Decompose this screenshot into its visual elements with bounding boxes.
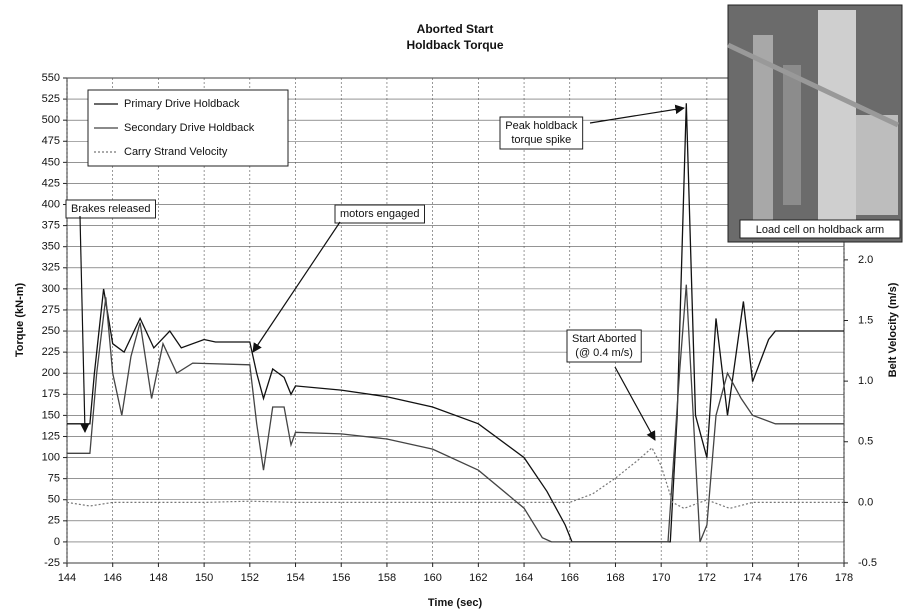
- x-tick-label: 176: [789, 572, 807, 584]
- y-tick-label: 325: [42, 262, 60, 274]
- y2-axis-label: Belt Velocity (m/s): [887, 282, 899, 377]
- y-tick-label: 75: [48, 473, 60, 485]
- y-tick-label: 550: [42, 72, 60, 84]
- y-tick-label: 475: [42, 135, 60, 147]
- x-tick-label: 150: [195, 572, 213, 584]
- y-tick-label: -25: [44, 557, 60, 569]
- x-tick-label: 160: [423, 572, 441, 584]
- legend-label: Primary Drive Holdback: [124, 98, 240, 110]
- y2-tick-label: 2.0: [858, 254, 873, 266]
- photo-arm: [783, 65, 801, 205]
- y-tick-label: 125: [42, 430, 60, 442]
- x-tick-label: 170: [652, 572, 670, 584]
- annotation-text: motors engaged: [340, 208, 420, 220]
- y-tick-label: 375: [42, 220, 60, 232]
- annotation-text: Start Aborted: [572, 333, 636, 345]
- x-tick-label: 174: [743, 572, 761, 584]
- y2-tick-label: 0.0: [858, 496, 873, 508]
- y-tick-label: 175: [42, 388, 60, 400]
- y2-tick-label: 1.5: [858, 314, 873, 326]
- x-axis-label: Time (sec): [428, 597, 483, 609]
- y-tick-label: 50: [48, 494, 60, 506]
- annotation-text: Peak holdback: [505, 120, 578, 132]
- x-tick-label: 164: [515, 572, 533, 584]
- y-tick-label: 25: [48, 515, 60, 527]
- legend-label: Secondary Drive Holdback: [124, 122, 255, 134]
- chart-title: Aborted Start: [417, 22, 494, 36]
- annotation-text: Brakes released: [71, 203, 151, 215]
- y-tick-label: 250: [42, 325, 60, 337]
- y2-tick-label: -0.5: [858, 557, 877, 569]
- annotation-text: (@ 0.4 m/s): [575, 347, 633, 359]
- y-tick-label: 350: [42, 241, 60, 253]
- y-tick-label: 500: [42, 114, 60, 126]
- legend-label: Carry Strand Velocity: [124, 146, 228, 158]
- x-tick-label: 152: [241, 572, 259, 584]
- y-tick-label: 300: [42, 283, 60, 295]
- y-tick-label: 425: [42, 177, 60, 189]
- y-tick-label: 525: [42, 93, 60, 105]
- x-tick-label: 144: [58, 572, 76, 584]
- x-tick-label: 172: [698, 572, 716, 584]
- x-tick-label: 166: [561, 572, 579, 584]
- chart-subtitle: Holdback Torque: [406, 38, 503, 52]
- x-tick-label: 178: [835, 572, 853, 584]
- y2-tick-label: 0.5: [858, 436, 873, 448]
- y-tick-label: 450: [42, 156, 60, 168]
- y-tick-label: 100: [42, 451, 60, 463]
- x-tick-label: 158: [378, 572, 396, 584]
- y-tick-label: 150: [42, 409, 60, 421]
- annotation-text: torque spike: [511, 134, 571, 146]
- y-tick-label: 225: [42, 346, 60, 358]
- photo-column: [818, 10, 856, 220]
- chart: Aborted Start Holdback Torque Time (sec)…: [0, 0, 903, 613]
- x-tick-label: 154: [286, 572, 304, 584]
- y-axis-label: Torque (kN-m): [14, 282, 26, 357]
- inset-caption: Load cell on holdback arm: [756, 224, 884, 236]
- x-tick-label: 168: [606, 572, 624, 584]
- y-tick-label: 275: [42, 304, 60, 316]
- x-tick-label: 146: [104, 572, 122, 584]
- y-tick-label: 400: [42, 198, 60, 210]
- x-tick-label: 162: [469, 572, 487, 584]
- y2-tick-label: 1.0: [858, 375, 873, 387]
- x-tick-label: 156: [332, 572, 350, 584]
- y-tick-label: 200: [42, 367, 60, 379]
- x-tick-label: 148: [149, 572, 167, 584]
- y-tick-label: 0: [54, 536, 60, 548]
